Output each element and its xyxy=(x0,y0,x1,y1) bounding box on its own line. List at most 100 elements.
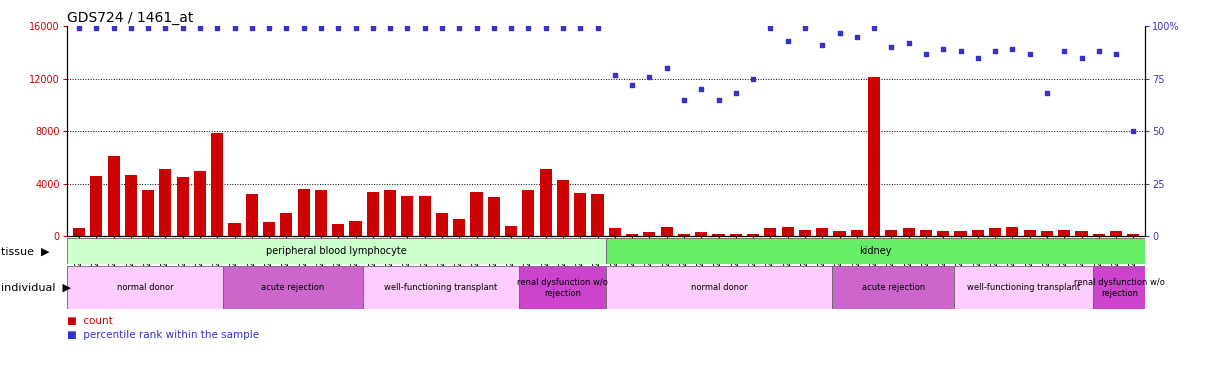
Bar xyxy=(799,230,811,236)
Bar xyxy=(816,228,828,236)
Point xyxy=(709,97,728,103)
Point xyxy=(1037,90,1057,96)
Point xyxy=(122,26,141,32)
Point xyxy=(1090,48,1109,54)
Bar xyxy=(626,234,638,236)
Bar xyxy=(159,170,171,236)
Bar xyxy=(747,234,759,236)
Point xyxy=(536,26,556,32)
Point xyxy=(570,26,590,32)
Point xyxy=(139,26,158,32)
Text: ■  count: ■ count xyxy=(67,316,113,326)
Bar xyxy=(919,230,931,236)
Point xyxy=(726,90,745,96)
Point xyxy=(587,26,607,32)
Bar xyxy=(643,232,655,236)
Bar xyxy=(696,232,708,236)
Point xyxy=(606,72,625,78)
Bar xyxy=(1024,230,1036,236)
Bar xyxy=(902,228,914,236)
Bar xyxy=(1093,266,1145,309)
Text: well-functioning transplant: well-functioning transplant xyxy=(384,284,497,292)
Bar xyxy=(193,171,206,236)
Bar xyxy=(67,238,606,264)
Bar xyxy=(730,234,742,236)
Point xyxy=(501,26,520,32)
Point xyxy=(381,26,400,32)
Bar xyxy=(263,222,275,236)
Point xyxy=(1020,51,1040,57)
Point xyxy=(623,82,642,88)
Point xyxy=(1124,128,1143,134)
Point xyxy=(328,26,348,32)
Text: renal dysfunction w/o
rejection: renal dysfunction w/o rejection xyxy=(517,278,608,297)
Bar xyxy=(362,266,519,309)
Text: tissue  ▶: tissue ▶ xyxy=(1,246,50,256)
Bar xyxy=(606,266,832,309)
Point xyxy=(103,26,123,32)
Point xyxy=(484,26,503,32)
Text: GDS724 / 1461_at: GDS724 / 1461_at xyxy=(67,11,193,25)
Text: renal dysfunction w/o
rejection: renal dysfunction w/o rejection xyxy=(1074,278,1165,297)
Bar xyxy=(471,192,483,236)
Point xyxy=(778,38,798,44)
Bar xyxy=(229,223,241,236)
Point xyxy=(553,26,573,32)
Point xyxy=(657,65,676,71)
Bar xyxy=(454,219,466,236)
Bar xyxy=(1075,231,1087,236)
Text: normal donor: normal donor xyxy=(117,284,174,292)
Bar xyxy=(677,234,689,236)
Point xyxy=(69,26,89,32)
Point xyxy=(398,26,417,32)
Point xyxy=(899,40,918,46)
Bar xyxy=(488,197,500,236)
Bar xyxy=(1110,231,1122,236)
Bar xyxy=(142,190,154,236)
Bar xyxy=(832,266,955,309)
Point xyxy=(985,48,1004,54)
Bar xyxy=(1007,227,1019,236)
Point xyxy=(1107,51,1126,57)
Text: individual  ▶: individual ▶ xyxy=(1,283,72,293)
Bar xyxy=(713,234,725,236)
Bar xyxy=(519,266,606,309)
Bar xyxy=(224,266,362,309)
Point xyxy=(190,26,209,32)
Bar xyxy=(90,176,102,236)
Bar xyxy=(332,224,344,236)
Bar xyxy=(1127,234,1139,236)
Text: acute rejection: acute rejection xyxy=(261,284,325,292)
Bar xyxy=(557,180,569,236)
Bar xyxy=(401,196,413,236)
Text: well-functioning transplant: well-functioning transplant xyxy=(967,284,1080,292)
Point xyxy=(865,26,884,32)
Bar xyxy=(246,194,258,236)
Bar xyxy=(384,190,396,236)
Point xyxy=(294,26,314,32)
Bar xyxy=(972,230,984,236)
Point xyxy=(968,55,987,61)
Point xyxy=(208,26,227,32)
Point xyxy=(951,48,970,54)
Point xyxy=(242,26,261,32)
Bar xyxy=(955,266,1093,309)
Bar xyxy=(606,238,1145,264)
Bar xyxy=(1093,234,1105,236)
Bar xyxy=(765,228,777,236)
Bar xyxy=(349,220,361,236)
Bar xyxy=(609,228,621,236)
Point xyxy=(173,26,192,32)
Text: acute rejection: acute rejection xyxy=(862,284,925,292)
Point xyxy=(692,86,711,92)
Point xyxy=(812,42,832,48)
Bar xyxy=(107,156,119,236)
Point xyxy=(259,26,278,32)
Bar xyxy=(505,226,517,236)
Point xyxy=(934,46,953,53)
Text: ■  percentile rank within the sample: ■ percentile rank within the sample xyxy=(67,330,259,340)
Point xyxy=(795,26,815,32)
Point xyxy=(225,26,244,32)
Bar xyxy=(868,78,880,236)
Point xyxy=(1054,48,1074,54)
